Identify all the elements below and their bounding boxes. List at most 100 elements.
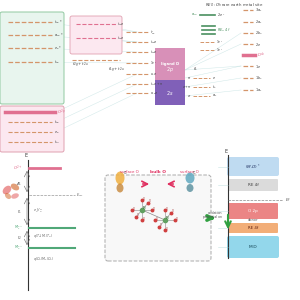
FancyBboxPatch shape: [0, 12, 64, 104]
Text: $RE_O\ 4f$: $RE_O\ 4f$: [217, 26, 231, 34]
FancyBboxPatch shape: [0, 106, 64, 152]
Text: $t_{2g}+t_{2u}$: $t_{2g}+t_{2u}$: [72, 60, 89, 69]
Text: O: O: [172, 209, 173, 214]
Ellipse shape: [5, 193, 11, 199]
Text: $\sigma+\pi$: $\sigma+\pi$: [182, 83, 191, 91]
Bar: [155, 48, 185, 80]
Text: $q(T_d)M_2(T_d)$: $q(T_d)M_2(T_d)$: [33, 232, 53, 240]
Text: O 2p: O 2p: [248, 209, 258, 213]
Ellipse shape: [116, 184, 124, 193]
Text: $A_1$: $A_1$: [16, 180, 22, 188]
FancyBboxPatch shape: [227, 236, 279, 258]
Text: $q(O_h)M_2(O_h)$: $q(O_h)M_2(O_h)$: [33, 255, 54, 263]
Text: surface O: surface O: [180, 170, 199, 174]
Ellipse shape: [3, 186, 11, 194]
Text: O: O: [148, 200, 150, 203]
Text: O: O: [166, 226, 167, 230]
Ellipse shape: [11, 193, 19, 199]
Text: M: M: [143, 206, 146, 210]
Text: $t_{2g}\sigma$: $t_{2g}\sigma$: [150, 49, 158, 56]
Text: $a_{1g}\sigma$: $a_{1g}\sigma$: [150, 90, 159, 96]
Text: O: O: [160, 224, 161, 227]
Text: oxidation: oxidation: [208, 211, 222, 215]
Text: $1e^*$: $1e^*$: [150, 59, 157, 67]
Text: RE 4f: RE 4f: [248, 183, 258, 187]
Text: $3a_1$: $3a_1$: [255, 6, 262, 14]
Text: $t_1$: $t_1$: [193, 65, 198, 73]
Text: $t_{2g}\sigma$: $t_{2g}\sigma$: [150, 38, 158, 45]
Text: E: E: [24, 153, 28, 158]
Text: $e$: $e$: [212, 75, 216, 81]
Ellipse shape: [185, 172, 194, 184]
FancyBboxPatch shape: [228, 223, 278, 233]
Text: $2a_1$: $2a_1$: [255, 18, 262, 26]
Ellipse shape: [11, 184, 19, 190]
Text: $E_F$: $E_F$: [285, 196, 291, 204]
Text: $t_{1u}\sigma+\pi$: $t_{1u}\sigma+\pi$: [150, 80, 164, 88]
Text: $1e^*$: $1e^*$: [216, 46, 223, 54]
Text: $T_d$: $T_d$: [192, 169, 197, 177]
Text: M-D: M-D: [249, 245, 257, 249]
Text: $1e$: $1e$: [255, 62, 261, 70]
Text: $RE_O : O_h$ rare earth metal site: $RE_O : O_h$ rare earth metal site: [205, 1, 263, 9]
Text: $t_{2g}$: $t_{2g}$: [54, 58, 60, 65]
Text: $2s$: $2s$: [166, 89, 174, 97]
Text: $t_{1g}+t_{2u}$: $t_{1g}+t_{2u}$: [108, 65, 125, 74]
Text: donor: donor: [248, 218, 258, 222]
Text: potential on: potential on: [203, 215, 222, 219]
Text: $t_2$: $t_2$: [212, 83, 217, 91]
Text: $t_{2g}^*$: $t_{2g}^*$: [150, 28, 156, 36]
Text: $(M\text{-}O)^*$: $(M\text{-}O)^*$: [245, 162, 261, 172]
Text: $I_2$: $I_2$: [17, 234, 22, 242]
Text: $2e^*$: $2e^*$: [217, 11, 225, 19]
Text: O: O: [155, 217, 158, 220]
Text: $D^{oh}$: $D^{oh}$: [257, 50, 266, 60]
Text: $M_1^{2+}$: $M_1^{2+}$: [14, 224, 23, 232]
Text: $t_{2g}\sigma$: $t_{2g}\sigma$: [117, 34, 125, 41]
Text: $e_g$: $e_g$: [54, 129, 60, 135]
FancyBboxPatch shape: [228, 179, 278, 191]
Text: $2e$: $2e$: [255, 40, 261, 47]
Ellipse shape: [116, 172, 124, 184]
Text: $e_0V_0^O$: $e_0V_0^O$: [33, 206, 43, 215]
Text: $O^{2+}$: $O^{2+}$: [14, 163, 23, 173]
Text: O: O: [176, 217, 177, 220]
Text: E: E: [224, 149, 228, 154]
Text: $e_g\sigma$: $e_g\sigma$: [150, 71, 157, 77]
Text: bulk O: bulk O: [150, 170, 166, 174]
Ellipse shape: [187, 184, 194, 192]
Text: $I_1$: $I_1$: [17, 208, 22, 216]
Text: $O^{2p}$: $O^{2p}$: [57, 107, 66, 117]
Text: O: O: [133, 206, 134, 211]
FancyBboxPatch shape: [105, 175, 211, 261]
Bar: [155, 80, 185, 105]
Text: $e_g*$: $e_g*$: [54, 44, 62, 51]
Text: O: O: [136, 214, 138, 218]
Text: $\pi$: $\pi$: [187, 75, 191, 81]
Text: $a_{1g}*$: $a_{1g}*$: [54, 32, 64, 38]
Text: $a_1$: $a_1$: [212, 93, 218, 99]
Text: M: M: [166, 216, 169, 220]
Text: O: O: [166, 206, 167, 211]
Text: $\sigma$: $\sigma$: [187, 93, 191, 99]
Text: O: O: [142, 217, 144, 220]
Text: O: O: [152, 206, 154, 211]
Text: $a_{2u}$: $a_{2u}$: [191, 12, 198, 18]
Text: $t_{2g}\sigma$: $t_{2g}\sigma$: [117, 20, 125, 27]
Text: $t_{2g}$: $t_{2g}$: [54, 118, 60, 125]
Text: $2p$: $2p$: [166, 65, 174, 74]
FancyBboxPatch shape: [70, 16, 122, 54]
Text: $T_d$: $T_d$: [123, 169, 128, 177]
Text: $t_{2g}*$: $t_{2g}*$: [54, 19, 63, 26]
Text: surface O: surface O: [120, 170, 139, 174]
FancyBboxPatch shape: [227, 157, 279, 176]
Text: RE 4f: RE 4f: [248, 226, 258, 230]
Text: $1b_2$: $1b_2$: [255, 74, 263, 82]
FancyBboxPatch shape: [228, 203, 278, 219]
Text: $t_{1u}$: $t_{1u}$: [54, 138, 60, 146]
Text: $E_{osc}$: $E_{osc}$: [76, 191, 84, 199]
Text: $2b_0$: $2b_0$: [255, 29, 263, 37]
Text: O: O: [142, 196, 144, 200]
Text: $1a_1$: $1a_1$: [255, 86, 262, 94]
Text: $M_2^{2+}$: $M_2^{2+}$: [14, 244, 23, 252]
